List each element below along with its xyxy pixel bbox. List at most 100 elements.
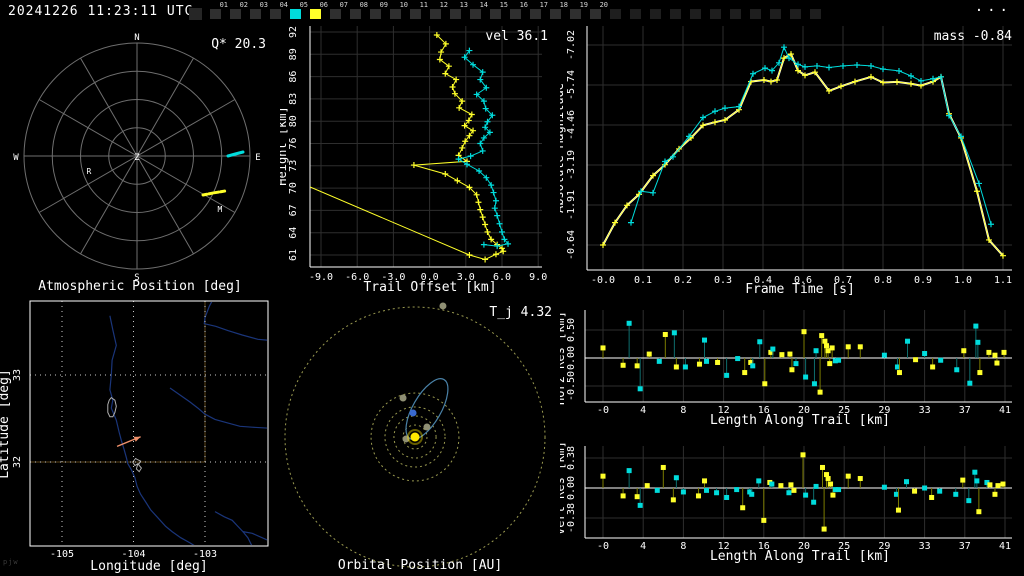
station-indicator-16[interactable]: 16: [508, 1, 528, 23]
residual-point: [778, 483, 784, 489]
residual-point: [1001, 349, 1007, 355]
station-square: [230, 9, 241, 19]
station-indicator-06[interactable]: 06: [308, 1, 328, 23]
station-indicator-17[interactable]: 17: [528, 1, 548, 23]
residual-point: [895, 507, 901, 513]
station-indicator-03[interactable]: 03: [248, 1, 268, 23]
station-indicator-20[interactable]: 20: [588, 1, 608, 23]
y-tick-label: 67: [288, 204, 299, 216]
station-indicator: [708, 1, 728, 23]
zenith-label: Z: [134, 153, 140, 163]
x-tick-label: 0.4: [754, 275, 772, 286]
panel-orbit: T_j 4.32 Orbital Position [AU]: [280, 296, 560, 576]
station-indicator-14[interactable]: 14: [468, 1, 488, 23]
residual-point: [789, 367, 795, 373]
river-line: [214, 511, 253, 545]
residual-point: [660, 464, 666, 470]
map-area: [31, 302, 267, 545]
residual-point: [893, 491, 899, 497]
station-indicator-01[interactable]: 01: [208, 1, 228, 23]
meteor-track-cyan: [226, 150, 245, 158]
residual-point: [770, 346, 776, 352]
residual-point: [682, 364, 688, 370]
station-square: [390, 9, 401, 19]
station-square: [750, 9, 761, 19]
residual-point: [791, 487, 797, 493]
station-indicator-13[interactable]: 13: [448, 1, 468, 23]
station-indicator-02[interactable]: 02: [228, 1, 248, 23]
menu-ellipsis-button[interactable]: ...: [969, 0, 1018, 16]
y-tick-label: 61: [288, 249, 299, 261]
residual-point: [832, 487, 838, 493]
residual-point: [750, 363, 756, 369]
x-tick-label: -3.0: [381, 272, 405, 283]
residual-point: [671, 330, 677, 336]
station-indicator-11[interactable]: 11: [408, 1, 428, 23]
stem-plot-area: [600, 452, 1006, 532]
station-number: 06: [319, 1, 328, 9]
station-indicator-19[interactable]: 19: [568, 1, 588, 23]
residual-point: [673, 364, 679, 370]
residual-point: [975, 339, 981, 345]
planet-orbit: [384, 406, 446, 468]
station-indicator-07[interactable]: 07: [328, 1, 348, 23]
y-tick-label: -1.91: [566, 190, 577, 220]
station-indicator-04[interactable]: 04: [268, 1, 288, 23]
residual-point: [762, 381, 768, 387]
residual-point: [800, 452, 806, 458]
residual-point: [724, 372, 730, 378]
meteoroid-orbit: [405, 378, 449, 440]
residual-point: [702, 478, 708, 484]
plot-area: [600, 44, 1006, 259]
station-square: [350, 9, 361, 19]
station-square: [730, 9, 741, 19]
panel-title: Atmospheric Position [deg]: [38, 279, 242, 294]
station-square: [250, 9, 261, 19]
station-indicator-18[interactable]: 18: [548, 1, 568, 23]
x-tick-label: 0.0: [421, 272, 439, 283]
y-axis-title: Latitude [deg]: [0, 369, 12, 479]
x-tick-label: 20: [798, 405, 810, 416]
station-indicator: [628, 1, 648, 23]
axes: [309, 26, 542, 268]
residual-point: [817, 389, 823, 395]
x-axis-title: Length Along Trail [km]: [710, 549, 890, 564]
residual-point: [824, 343, 830, 349]
station-number: 19: [579, 1, 588, 9]
x-tick-label: 0.2: [674, 275, 692, 286]
residual-point: [714, 490, 720, 496]
station-number: 03: [259, 1, 268, 9]
y-tick-label: 76: [288, 137, 299, 149]
station-square: [590, 9, 601, 19]
station-indicator-15[interactable]: 15: [488, 1, 508, 23]
sky-marker-R: R: [87, 167, 92, 176]
terrain-outline: [107, 396, 117, 418]
station-square: [670, 9, 681, 19]
station-indicator-08[interactable]: 08: [348, 1, 368, 23]
panel-trail-offset: -9.0 -6.0 -3.0 0.0 3.0 6.0 9.0 92 89 86 83 80 76 73 70…: [280, 24, 560, 296]
x-tick-label: -6.0: [345, 272, 369, 283]
residual-point: [992, 352, 998, 358]
station-square: [430, 9, 441, 19]
station-indicator-12[interactable]: 12: [428, 1, 448, 23]
station-indicator-10[interactable]: 10: [388, 1, 408, 23]
y-tick-label: 73: [288, 160, 299, 172]
residual-point: [670, 497, 676, 503]
station-square: [810, 9, 821, 19]
residual-point: [832, 358, 838, 364]
panel-atmospheric-position: N S W E Z R M Q* 20.3 Atmospheric Position [deg]: [0, 24, 280, 296]
residual-point: [788, 482, 794, 488]
station-indicator-05[interactable]: 05: [288, 1, 308, 23]
x-tick-label: -0.0: [591, 275, 615, 286]
x-tick-label: 16: [758, 541, 770, 552]
residual-point: [757, 339, 763, 345]
residual-point: [600, 345, 606, 351]
station-square: [770, 9, 781, 19]
residual-point: [821, 526, 827, 532]
ground-track-map: -105 -104 -103 33 32 Longitude [deg] Latitude …: [0, 300, 269, 574]
y-tick-label: 80: [288, 115, 299, 127]
residual-point: [896, 370, 902, 376]
station-indicator: [768, 1, 788, 23]
top-bar: 20241226 11:23:11 UTC 01 02 03 04 05 06 07 08 09…: [0, 0, 1024, 24]
station-indicator-09[interactable]: 09: [368, 1, 388, 23]
